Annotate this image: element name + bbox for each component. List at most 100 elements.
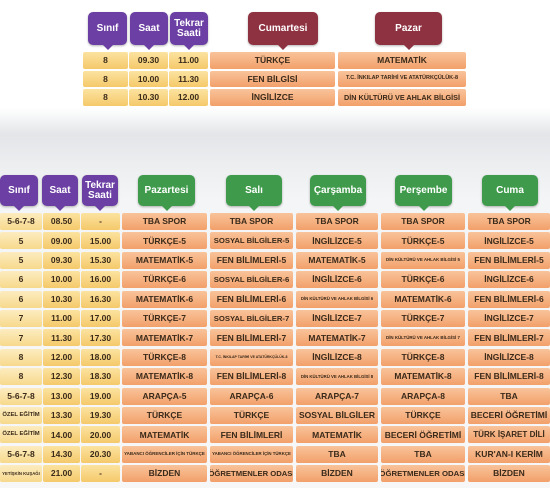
header-tab: Salı	[226, 175, 282, 211]
table-cell: TÜRK İŞARET DİLİ	[468, 426, 550, 444]
table-cell: TBA	[381, 445, 465, 463]
table-cell: İNGİLİZCE-7	[296, 310, 378, 327]
table-cell: 11.00	[43, 310, 80, 327]
table-cell: 8	[0, 348, 42, 366]
table-cell: 09.30	[43, 251, 80, 269]
table-cell: 5	[0, 251, 42, 269]
table-cell: İNGİLİZCE-7	[468, 310, 550, 327]
header-tab: Pazartesi	[138, 175, 195, 211]
table-cell: 08.50	[43, 213, 80, 230]
table-cell: ÖĞRETMENLER ODASI	[381, 465, 465, 483]
table-cell: 5-6-7-8	[0, 387, 42, 405]
table-cell: TÜRKÇE-7	[122, 310, 207, 327]
table-cell: 16.30	[81, 290, 120, 308]
table-cell: 7	[0, 310, 42, 327]
header-tab: Sınıf	[88, 12, 127, 50]
table-cell: 19.00	[81, 387, 120, 405]
table-cell: 6	[0, 290, 42, 308]
table-cell: İNGİLİZCE-5	[468, 232, 550, 250]
table-cell: ARAPÇA-8	[381, 387, 465, 405]
table-cell: FEN BİLİMLERİ-5	[210, 251, 293, 269]
table-cell: -	[81, 465, 120, 483]
table-cell: 14.00	[43, 426, 80, 444]
table-cell: TÜRKÇE	[381, 407, 465, 424]
table-cell: ÖZEL EĞİTİM	[0, 426, 42, 444]
table-cell: 20.00	[81, 426, 120, 444]
table-cell: 21.00	[43, 465, 80, 483]
table-cell: MATEMATİK-6	[381, 290, 465, 308]
table-cell: FEN BİLİMLERİ-8	[210, 368, 293, 386]
table-cell: MATEMATİK-8	[381, 368, 465, 386]
table-cell: TÜRKÇE	[122, 407, 207, 424]
table-cell: MATEMATİK	[296, 426, 378, 444]
table-cell: 09.30	[129, 52, 168, 69]
table-cell: KUR'AN-I KERİM	[468, 445, 550, 463]
header-tab: Saat	[130, 12, 168, 50]
table-cell: MATEMATİK-5	[122, 251, 207, 269]
table-cell: TBA	[296, 445, 378, 463]
table-cell: 15.30	[81, 251, 120, 269]
table-cell: DİN KÜLTÜRÜ VE AHLAK BİLGİSİ 6	[296, 290, 378, 308]
table-cell: İNGİLİZCE-6	[468, 271, 550, 289]
table-cell: TÜRKÇE-5	[122, 232, 207, 250]
table-cell: DİN KÜLTÜRÜ VE AHLAK BİLGİSİ 7	[381, 329, 465, 347]
table-cell: 19.30	[81, 407, 120, 424]
table-cell: 20.30	[81, 445, 120, 463]
table-cell: 18.00	[81, 348, 120, 366]
table-cell: MATEMATİK	[122, 426, 207, 444]
table-cell: 12.00	[169, 89, 208, 106]
table-cell: YETİŞKİN KUŞAĞI	[0, 465, 42, 483]
table-cell: 12.00	[43, 348, 80, 366]
table-cell: 12.30	[43, 368, 80, 386]
table-cell: T.C. İNKILAP TARİHİ VE ATATÜRKÇÜLÜK-8	[210, 348, 293, 366]
table-cell: YABANCI ÖĞRENCİLER İÇİN TÜRKÇE	[210, 445, 293, 463]
table-cell: T.C. İNKILAP TARİHİ VE ATATÜRKÇÜLÜK-8	[338, 70, 466, 87]
table-cell: TÜRKÇE	[210, 52, 335, 69]
table-cell: 17.00	[81, 310, 120, 327]
table-cell: İNGİLİZCE-5	[296, 232, 378, 250]
table-cell: FEN BİLİMLERİ-7	[468, 329, 550, 347]
table-cell: MATEMATİK	[338, 52, 466, 69]
table-cell: TÜRKÇE-6	[381, 271, 465, 289]
table-cell: FEN BİLİMLERİ-5	[468, 251, 550, 269]
table-cell: BİZDEN	[122, 465, 207, 483]
table-cell: SOSYAL BİLGİLER-7	[210, 310, 293, 327]
table-cell: TÜRKÇE-6	[122, 271, 207, 289]
table-cell: YABANCI ÖĞRENCİLER İÇİN TÜRKÇE	[122, 445, 207, 463]
header-tab: Tekrar Saati	[82, 175, 118, 211]
table-cell: 5	[0, 232, 42, 250]
table-cell: FEN BİLİMLERİ-6	[468, 290, 550, 308]
table-cell: SOSYAL BİLGİLER	[296, 407, 378, 424]
table-cell: DİN KÜLTÜRÜ VE AHLAK BİLGİSİ	[338, 89, 466, 106]
table-cell: 13.30	[43, 407, 80, 424]
table-cell: DİN KÜLTÜRÜ VE AHLAK BİLGİSİ 5	[381, 251, 465, 269]
table-cell: TÜRKÇE	[210, 407, 293, 424]
table-cell: MATEMATİK-8	[122, 368, 207, 386]
table-cell: 11.00	[169, 52, 208, 69]
table-cell: 11.30	[169, 70, 208, 87]
table-cell: İNGİLİZCE-8	[468, 348, 550, 366]
table-cell: İNGİLİZCE	[210, 89, 335, 106]
table-cell: TBA SPOR	[122, 213, 207, 230]
table-cell: 10.30	[43, 290, 80, 308]
table-cell: BİZDEN	[468, 465, 550, 483]
table-cell: TBA SPOR	[210, 213, 293, 230]
table-cell: TÜRKÇE-7	[381, 310, 465, 327]
table-cell: TBA	[468, 387, 550, 405]
table-cell: SOSYAL BİLGİLER-5	[210, 232, 293, 250]
table-cell: TBA SPOR	[381, 213, 465, 230]
header-tab: Tekrar Saati	[170, 12, 208, 50]
table-cell: 6	[0, 271, 42, 289]
table-cell: SOSYAL BİLGİLER-6	[210, 271, 293, 289]
table-cell: MATEMATİK-7	[122, 329, 207, 347]
table-cell: 10.30	[129, 89, 168, 106]
table-cell: 5-6-7-8	[0, 445, 42, 463]
table-cell: 8	[83, 89, 128, 106]
table-cell: 16.00	[81, 271, 120, 289]
header-tab: Sınıf	[0, 175, 38, 211]
table-cell: ÖZEL EĞİTİM	[0, 407, 42, 424]
header-tab: Pazar	[375, 12, 442, 50]
table-cell: 14.30	[43, 445, 80, 463]
table-cell: -	[81, 213, 120, 230]
